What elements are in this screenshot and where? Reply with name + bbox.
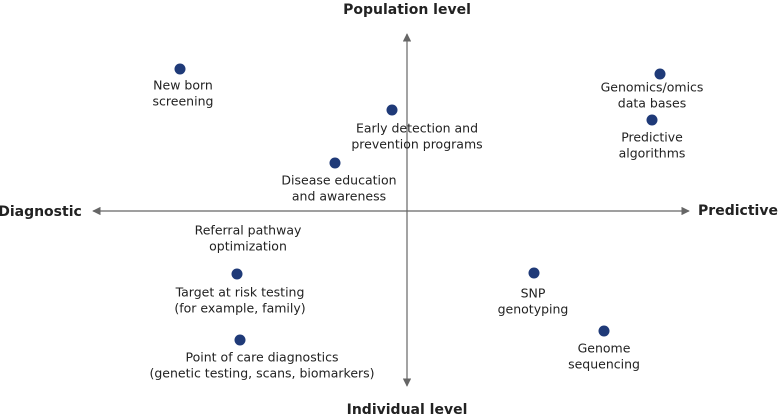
node-label: SNP: [521, 286, 546, 301]
node-label: (for example, family): [174, 301, 305, 316]
node-label: Early detection and: [356, 121, 478, 136]
node-label: New born: [153, 78, 213, 93]
point-marker: [654, 68, 666, 80]
node-label: genotyping: [498, 302, 569, 317]
point-marker: [386, 104, 398, 116]
node-label: Disease education: [281, 173, 396, 188]
axis-label-top: Population level: [343, 2, 471, 18]
node-label: sequencing: [568, 357, 640, 372]
node-label: Target at risk testing: [175, 285, 305, 300]
axis-label-left: Diagnostic: [0, 204, 82, 220]
point-marker: [234, 334, 246, 346]
point-marker: [646, 114, 658, 126]
point-marker: [598, 325, 610, 337]
axis-label-right: Predictive: [698, 203, 778, 219]
node-label: and awareness: [292, 189, 386, 204]
node-label: Point of care diagnostics: [186, 350, 339, 365]
node-label: Genomics/omics: [601, 80, 704, 95]
point-marker: [231, 268, 243, 280]
point-marker: [329, 157, 341, 169]
node-label: Genome: [578, 341, 631, 356]
node-label: optimization: [209, 239, 287, 254]
node-label: prevention programs: [351, 137, 482, 152]
point-marker: [174, 63, 186, 75]
node-label: Predictive: [621, 130, 683, 145]
point-marker: [528, 267, 540, 279]
node-label: screening: [153, 94, 214, 109]
node-label: data bases: [618, 96, 686, 111]
node-label: (genetic testing, scans, biomarkers): [149, 366, 374, 381]
axis-label-bottom: Individual level: [347, 402, 468, 418]
node-label: Referral pathway: [195, 223, 302, 238]
node-label: algorithms: [619, 146, 686, 161]
